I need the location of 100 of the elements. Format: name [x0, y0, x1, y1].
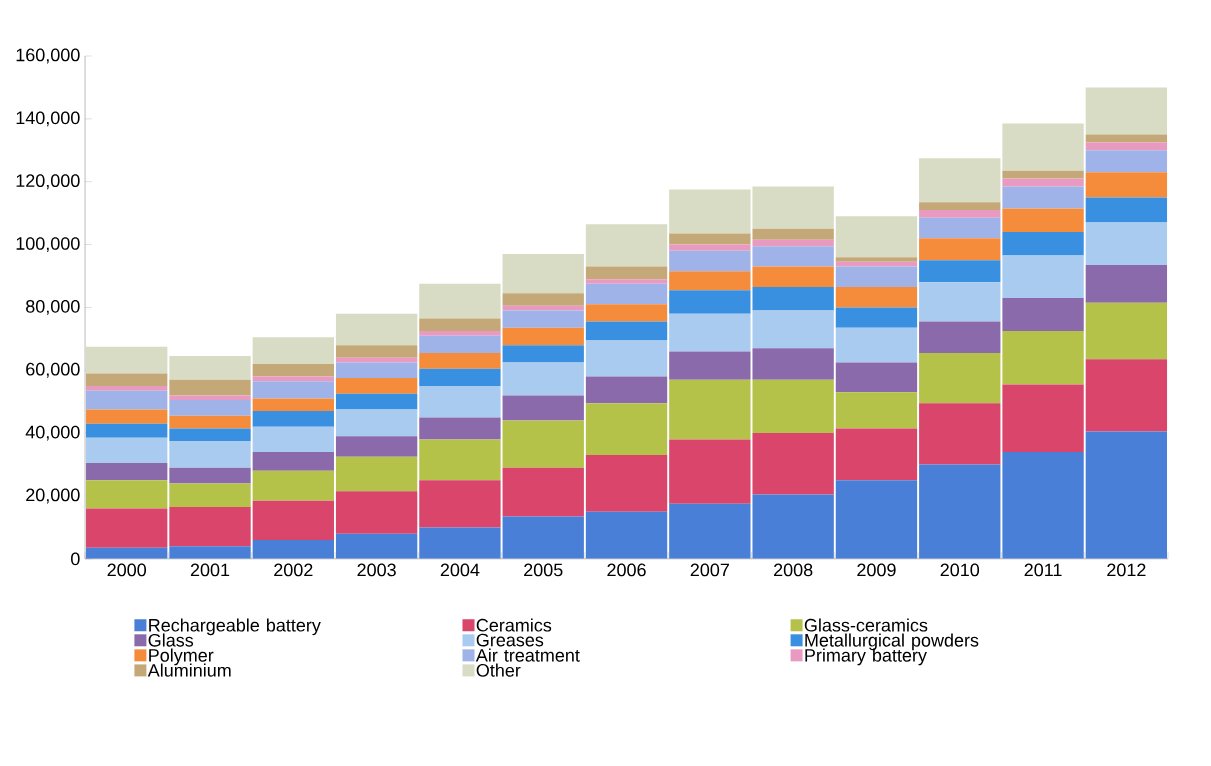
bar — [86, 390, 168, 410]
bar — [1002, 255, 1084, 299]
x-tick-label: 2011 — [1024, 563, 1062, 577]
bar — [585, 304, 668, 322]
bar — [1002, 186, 1084, 209]
bar — [169, 356, 251, 380]
x-tick-label: 2005 — [524, 563, 563, 577]
bar — [419, 335, 501, 354]
y-tick-label: 160,000 — [16, 48, 80, 64]
bar — [252, 381, 334, 399]
y-tick-label: 100,000 — [16, 237, 80, 253]
bar — [502, 395, 584, 421]
bar — [1085, 302, 1168, 360]
bar — [252, 398, 334, 412]
bar — [252, 427, 334, 453]
bar — [502, 362, 584, 396]
bar — [835, 392, 918, 429]
bar — [585, 376, 668, 404]
bar — [919, 210, 1001, 219]
legend-label: Glass-ceramics — [804, 618, 928, 632]
bar — [1002, 298, 1084, 332]
bar — [419, 439, 501, 481]
bar — [169, 546, 251, 560]
bar — [835, 480, 918, 560]
bar — [919, 282, 1001, 322]
bar — [502, 310, 584, 329]
bar — [169, 416, 251, 429]
bar — [835, 287, 918, 308]
bar — [335, 436, 418, 457]
bar — [1085, 222, 1168, 266]
bar — [86, 438, 168, 464]
bar — [169, 507, 251, 547]
bar — [1085, 172, 1168, 198]
bar — [1085, 431, 1168, 560]
bar — [835, 216, 918, 258]
bar — [585, 511, 668, 560]
bar — [919, 218, 1001, 239]
legend-label: Air treatment — [475, 648, 580, 662]
bar — [86, 373, 168, 387]
bar — [335, 456, 418, 492]
bar — [86, 548, 168, 560]
bar — [169, 379, 251, 396]
bar — [1085, 87, 1168, 135]
bar — [419, 480, 501, 528]
bar — [335, 345, 418, 358]
bar — [86, 423, 168, 439]
x-tick-label: 2001 — [190, 563, 230, 577]
bar — [502, 293, 584, 307]
x-tick-label: 2006 — [607, 563, 646, 577]
bar — [835, 328, 918, 363]
bar — [252, 364, 334, 377]
bar — [1085, 359, 1168, 432]
bar — [86, 346, 168, 374]
bar — [585, 224, 668, 267]
x-tick-label: 2004 — [440, 563, 480, 577]
bar — [252, 540, 334, 560]
y-tick-label: 120,000 — [16, 174, 80, 190]
bar — [502, 420, 584, 468]
bar — [169, 400, 251, 417]
y-tick-label: 60,000 — [26, 363, 80, 378]
y-tick-label: 20,000 — [26, 488, 80, 504]
bar — [335, 378, 418, 395]
x-tick-label: 2012 — [1107, 563, 1146, 577]
bar — [919, 403, 1001, 465]
x-tick-label: 2010 — [940, 563, 980, 577]
bar — [169, 441, 251, 468]
bar — [1002, 232, 1084, 256]
x-tick-label: 2002 — [274, 563, 313, 577]
bar — [419, 284, 501, 319]
bar — [585, 403, 668, 456]
bar — [86, 508, 168, 549]
bar — [1002, 178, 1084, 187]
y-tick-label: 80,000 — [26, 300, 80, 316]
bar — [252, 411, 334, 428]
bar — [86, 463, 168, 481]
bar — [919, 353, 1001, 404]
bar — [419, 386, 501, 418]
bar — [585, 455, 668, 512]
bar — [252, 337, 334, 365]
bar — [86, 480, 168, 509]
bar — [252, 471, 334, 501]
bar — [1002, 384, 1084, 453]
bar — [585, 284, 668, 305]
bar — [502, 516, 584, 560]
bar — [335, 491, 418, 534]
bar — [419, 527, 501, 560]
x-tick-label: 2000 — [107, 563, 147, 577]
bar — [169, 428, 251, 442]
x-tick-label: 2009 — [857, 563, 896, 577]
bar — [419, 331, 501, 336]
legend-label: Other — [476, 663, 521, 677]
y-tick-label: 0 — [71, 552, 80, 566]
bar — [335, 533, 418, 560]
bar — [919, 260, 1001, 283]
bar — [502, 467, 584, 517]
bar — [419, 353, 501, 369]
bar — [419, 368, 501, 387]
legend-label: Greases — [476, 633, 544, 647]
bar — [835, 266, 918, 288]
bar — [169, 483, 251, 508]
